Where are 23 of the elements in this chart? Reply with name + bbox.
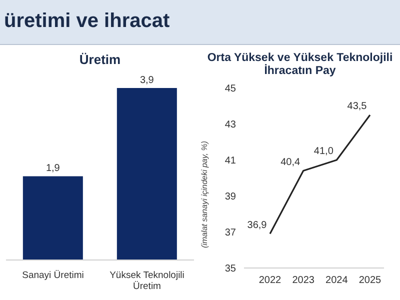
chart-title: Orta Yüksek ve Yüksek Teknolojili İhracatın Pay <box>206 52 394 79</box>
data-label: 3,9 <box>140 75 154 86</box>
data-label: 40,4 <box>280 156 300 168</box>
x-tick-label: Yüksek Teknolojili Üretim <box>110 270 184 292</box>
x-tick-label: 2024 <box>326 275 348 286</box>
y-tick-label: 41 <box>224 156 236 167</box>
line-series <box>269 114 371 235</box>
y-tick-label: 39 <box>224 192 236 203</box>
y-tick-label: 43 <box>224 120 236 131</box>
chart-title: Üretim <box>78 52 122 69</box>
y-tick-label: 35 <box>224 264 236 275</box>
x-tick-label: Sanayi Üretimi <box>22 270 84 281</box>
y-tick-label: 45 <box>224 84 236 95</box>
data-label: 36,9 <box>247 220 268 231</box>
data-label: 43,5 <box>347 101 368 112</box>
x-tick-label: 2022 <box>258 275 282 286</box>
data-label: 41,0 <box>314 146 334 157</box>
text: üretimi ve ihracat <box>4 10 170 33</box>
x-tick-label: 2025 <box>358 275 382 286</box>
data-label: 1,9 <box>46 163 60 174</box>
y-tick-label: 37 <box>224 228 236 239</box>
x-tick-label: 2023 <box>292 275 315 286</box>
y-axis-title: (imalat sanayi içindeki pay, %) <box>200 140 209 248</box>
